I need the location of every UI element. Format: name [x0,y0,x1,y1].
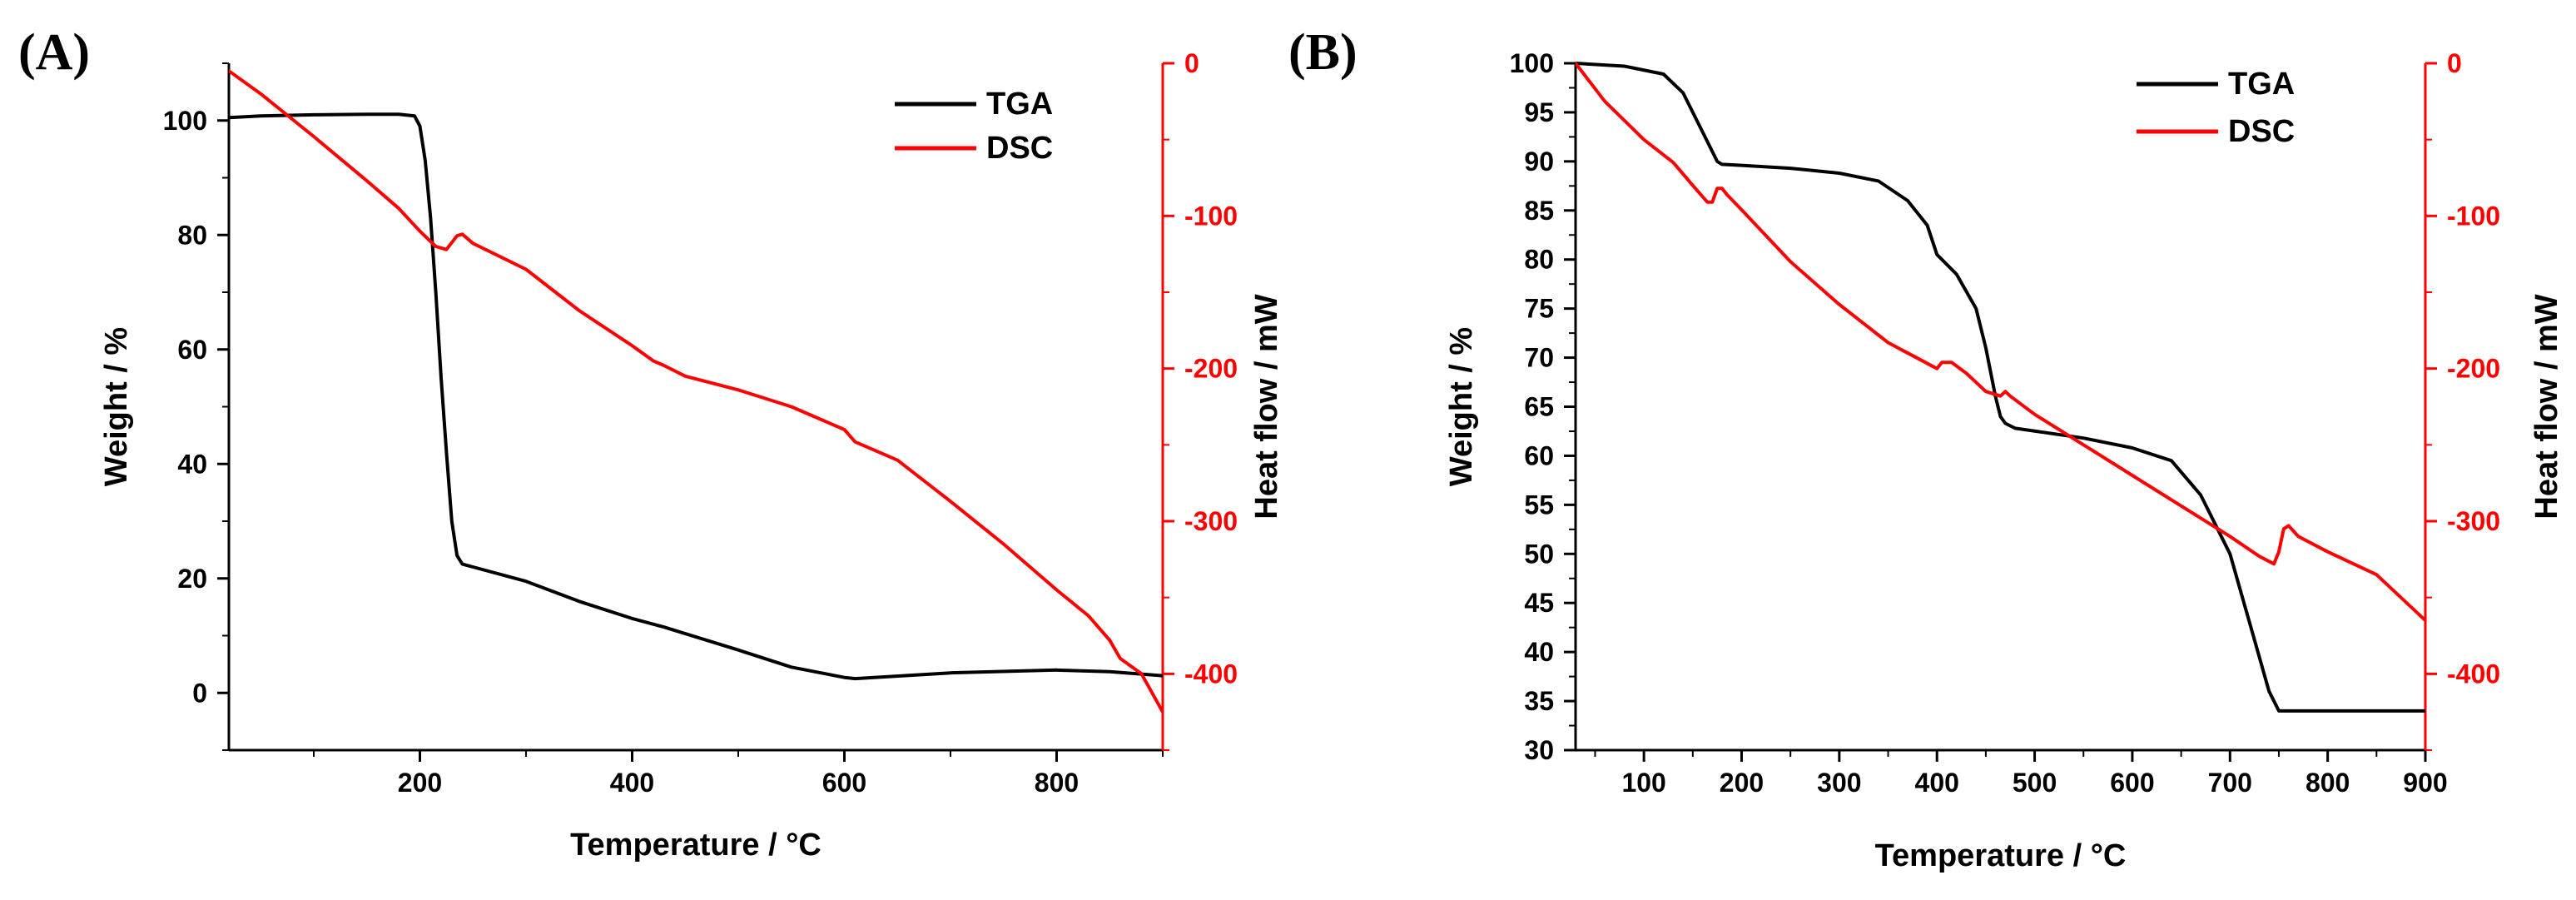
chart-a-x-tick-label: 600 [822,768,866,798]
chart-b-y-tick-label: 40 [1524,637,1554,667]
chart-a-y-tick-label: 60 [177,335,207,365]
chart-b-y2-tick-label: -200 [2447,354,2500,384]
chart-a-x-tick-label: 200 [398,768,442,798]
chart-b-y2-axis-label: Heat flow / mW [2529,294,2564,519]
chart-b-x-axis-label: Temperature / °C [1875,838,2127,873]
chart-a-x-axis-label: Temperature / °C [570,828,821,863]
chart-b-x-tick-label: 300 [1817,768,1861,798]
chart-a-y2-axis-label: Heat flow / mW [1249,294,1284,519]
chart-a-series-dsc-line [229,69,1163,714]
chart-a-y2-tick-label: -300 [1184,506,1238,536]
chart-b-y-axis-label: Weight / % [1444,327,1479,486]
chart-a-y-tick-label: 100 [163,106,207,136]
chart-b-y-tick-label: 100 [1510,48,1554,78]
chart-a-y2-tick-label: -400 [1184,659,1238,689]
chart-b-x-tick-label: 200 [1720,768,1764,798]
chart-a-y2-tick-label: 0 [1184,48,1199,78]
chart-b-y-tick-label: 30 [1524,735,1554,765]
chart-b-series-tga-line [1576,62,2425,713]
chart-b-y2-tick-label: -100 [2447,201,2500,231]
chart-a-series-tga-line [229,112,1163,681]
chart-b-legend-label-dsc: DSC [2228,114,2295,149]
chart-a-y-tick-label: 80 [177,220,207,250]
chart-a-x-tick-label: 800 [1035,768,1079,798]
chart-a-y-tick-label: 20 [177,564,207,594]
chart-b-y-tick-label: 75 [1524,294,1554,324]
chart-b-y-tick-label: 95 [1524,97,1554,127]
chart-b-x-tick-label: 500 [2013,768,2057,798]
chart-a-y-tick-label: 40 [177,449,207,479]
chart-a-y-axis-label: Weight / % [99,327,134,486]
chart-b-y2-tick-label: -300 [2447,506,2500,536]
chart-b-y-tick-label: 55 [1524,490,1554,520]
chart-b-series-dsc-line [1576,62,2425,623]
chart-b-x-tick-label: 100 [1621,768,1665,798]
chart-b-x-tick-label: 900 [2403,768,2447,798]
chart-b-y2-tick-label: -400 [2447,659,2500,689]
chart-b-legend-label-tga: TGA [2228,67,2295,102]
chart-b-y-tick-label: 60 [1524,440,1554,470]
chart-b-y-tick-label: 65 [1524,392,1554,422]
panel-a-label: (A) [18,24,91,81]
chart-b-y-tick-label: 85 [1524,196,1554,226]
chart-b-x-tick-label: 400 [1915,768,1959,798]
chart-a-x-tick-label: 400 [610,768,654,798]
chart-b-x-tick-label: 800 [2305,768,2350,798]
chart-b-y-tick-label: 45 [1524,588,1554,618]
chart-b-y-tick-label: 70 [1524,343,1554,373]
panel-b-label: (B) [1288,24,1357,81]
chart-a-legend-label-dsc: DSC [986,131,1053,166]
chart-a-y2-tick-label: -200 [1184,354,1238,384]
chart-b-y-tick-label: 90 [1524,147,1554,177]
chart-b-x-tick-label: 700 [2208,768,2252,798]
chart-b-y-tick-label: 80 [1524,245,1554,275]
chart-b-x-tick-label: 600 [2110,768,2154,798]
chart-b-y2-tick-label: 0 [2447,48,2462,78]
chart-a-y-tick-label: 0 [192,678,207,708]
chart-b-y-tick-label: 50 [1524,539,1554,569]
chart-a-y2-tick-label: -100 [1184,201,1238,231]
chart-b-y-tick-label: 35 [1524,686,1554,716]
chart-a-legend-label-tga: TGA [986,87,1053,122]
